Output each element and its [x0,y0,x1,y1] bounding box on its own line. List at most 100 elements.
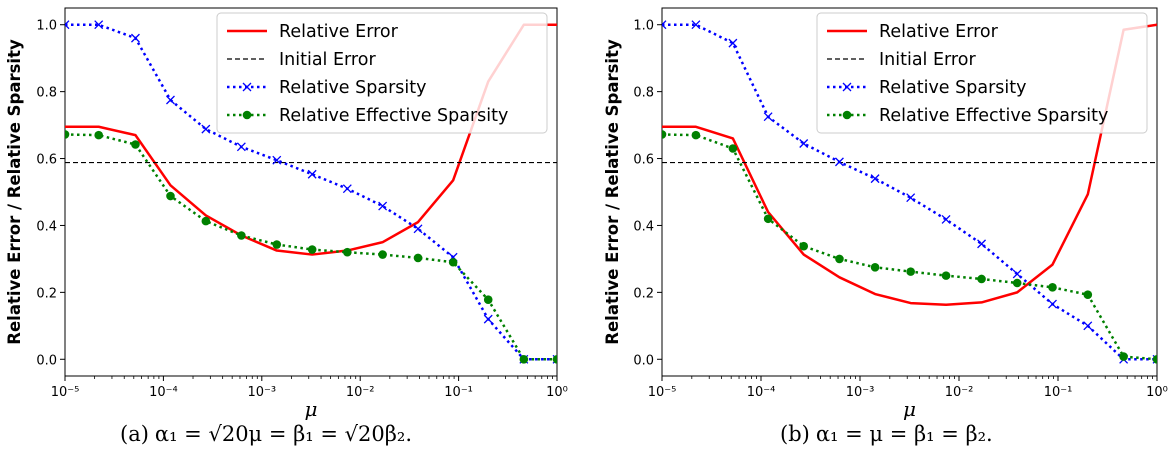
x-tick-label: 10⁻¹ [1044,385,1073,400]
data-point-x-marker [236,142,246,152]
data-point-x-marker [201,124,211,134]
data-point-x-marker [799,139,809,148]
data-point-x-marker [483,314,493,324]
y-axis-label: Relative Error / Relative Sparsity [5,39,24,345]
data-point-circle-marker [307,245,317,254]
data-point-circle-marker [1152,354,1157,364]
legend-swatch-circle-marker [242,110,252,120]
y-tick-label: 0.0 [633,353,654,368]
data-point-circle-marker [977,274,986,284]
data-point-x-marker [977,239,987,249]
chart-panel-b: 0.0 0.2 0.4 0.6 0.8 1.0 10⁻⁵ 10⁻⁴ 10⁻³ 10⁻² 10⁻¹ 10… [603,7,1168,421]
data-point-x-marker [130,33,140,43]
data-point-x-marker [166,95,175,105]
data-point-circle-marker [413,253,423,263]
caption-b: (b) α₁ = μ = β₁ = β₂. [780,422,993,446]
legend-label: Relative Sparsity [279,78,426,98]
x-tick-label: 10⁻² [945,385,974,400]
y-tick-label: 0.6 [36,153,57,168]
x-tick-label: 10⁰ [1146,385,1168,400]
data-point-circle-marker [343,247,352,257]
data-point-circle-marker [519,354,529,364]
data-point-x-marker [662,20,667,30]
legend-box [216,12,548,134]
legend-swatch-x-marker [242,82,252,92]
caption-b-math: α₁ = μ = β₁ = β₂. [815,422,993,446]
legend-label: Relative Effective Sparsity [879,106,1108,126]
data-point-x-marker [342,184,352,194]
caption-a: (a) α₁ = √20μ = β₁ = √20β₂. [120,422,412,446]
data-point-x-marker [834,157,844,167]
data-point-circle-marker [763,214,773,224]
x-tick-label: 10⁻⁵ [648,385,677,400]
data-point-x-marker [941,214,951,224]
x-tick-label: 10⁻⁵ [51,385,80,400]
data-point-x-marker [65,20,70,30]
y-tick-label: 0.0 [36,353,57,368]
y-tick-label: 1.0 [633,19,654,34]
x-axis-label: μ [305,397,318,421]
legend-label: Initial Error [279,50,376,70]
caption-a-math: α₁ = √20μ = β₁ = √20β₂. [154,422,412,446]
data-point-x-marker [307,169,317,179]
data-point-circle-marker [941,271,951,280]
legend-box [816,12,1148,134]
data-point-circle-marker [870,262,880,272]
x-axis-label: μ [903,397,916,421]
y-tick-label: 0.8 [633,86,654,101]
data-point-circle-marker [1119,352,1128,361]
data-point-circle-marker [691,130,701,140]
data-point-circle-marker [65,130,70,139]
caption-b-tag: (b) [780,422,810,446]
series-line-relative-sparsity [65,23,557,361]
data-point-x-marker [1083,321,1093,331]
data-point-x-marker [1012,269,1022,279]
legend: Relative Error Initial Error Relative Spar… [816,12,1148,134]
data-point-circle-marker [94,130,103,140]
data-point-circle-marker [237,231,246,240]
legend-label: Relative Error [879,22,999,42]
data-point-circle-marker [166,191,175,201]
data-point-circle-marker [662,130,667,139]
plot-frame [661,7,1158,377]
x-tick-label: 10⁻² [346,385,375,400]
data-point-x-marker [94,20,104,30]
y-tick-label: 0.2 [36,286,57,301]
y-tick-label: 0.6 [633,153,654,168]
x-tick-label: 10⁻⁴ [747,385,776,400]
data-point-x-marker [413,224,423,234]
plot-frame [64,7,558,377]
data-point-x-marker [763,112,773,122]
legend-label: Relative Sparsity [879,78,1026,98]
x-tick-label: 10⁻¹ [444,385,473,400]
legend-label: Relative Error [279,22,399,42]
legend-swatch-circle-marker [842,110,852,120]
data-point-x-marker [870,174,880,184]
data-point-circle-marker [1012,278,1022,288]
data-point-circle-marker [201,216,211,226]
data-point-circle-marker [483,295,493,305]
legend-label: Relative Effective Sparsity [279,106,508,126]
plot-area [662,20,1157,364]
data-point-x-marker [906,193,916,203]
data-point-x-marker [691,20,701,30]
series-line-relative-sparsity [662,23,1157,361]
x-tick-label: 10⁻⁴ [149,385,178,400]
data-point-x-marker [272,155,282,165]
y-tick-label: 0.4 [633,219,654,234]
data-point-circle-marker [728,144,738,153]
caption-a-tag: (a) [120,422,149,446]
x-tick-label: 10⁻³ [846,385,875,400]
y-tick-label: 0.8 [36,86,57,101]
series-line-relative-effective-sparsity [662,133,1157,361]
y-axis-label: Relative Error / Relative Sparsity [603,39,622,345]
data-point-circle-marker [552,354,557,364]
data-point-x-marker [1048,299,1057,309]
y-tick-label: 0.4 [36,219,57,234]
data-point-x-marker [728,38,738,48]
legend: Relative Error Initial Error Relative Spar… [216,12,548,134]
series-line-relative-effective-sparsity [65,133,557,361]
data-point-circle-marker [1083,290,1093,300]
legend-swatch-x-marker [842,82,852,92]
